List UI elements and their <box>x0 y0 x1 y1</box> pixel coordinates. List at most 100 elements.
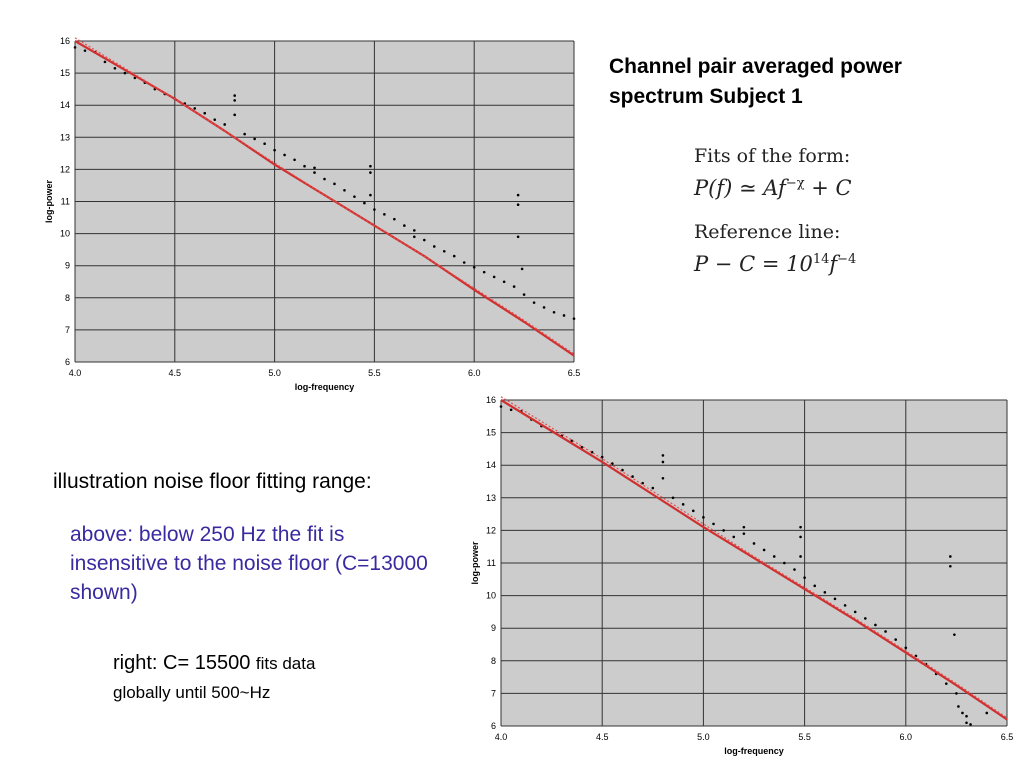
data-point <box>661 460 665 464</box>
y-tick-label: 15 <box>60 68 70 78</box>
y-tick-label: 7 <box>491 688 496 698</box>
data-point <box>233 99 236 102</box>
right-note: right: C= 15500 fits data globally until… <box>113 649 413 707</box>
x-tick-label: 4.0 <box>69 368 82 378</box>
y-tick-label: 9 <box>491 623 496 633</box>
reference-line <box>74 37 575 355</box>
data-point <box>499 405 503 408</box>
data-point <box>532 301 536 304</box>
y-tick-label: 13 <box>60 132 70 142</box>
data-point <box>323 177 326 181</box>
data-point <box>403 224 406 227</box>
data-point <box>223 123 226 126</box>
data-point <box>273 148 276 152</box>
data-point <box>383 213 386 216</box>
data-point <box>772 555 776 558</box>
x-tick-label: 6.0 <box>468 368 481 378</box>
data-point <box>712 522 715 526</box>
data-point <box>702 516 705 519</box>
data-point <box>572 317 576 320</box>
chart-svg: 4.0 4.5 5.0 5.5 6.0 6.5 6 7 8 9 10 11 12 13 14 15 16 log-… <box>44 36 581 392</box>
fits-equation: P(f) ≃ Af−χ + C <box>694 169 994 203</box>
x-tick-label: 4.5 <box>169 368 182 378</box>
x-tick-label: 4.5 <box>596 732 609 742</box>
y-tick-label: 8 <box>65 293 70 303</box>
data-point <box>552 310 556 314</box>
above-note: above: below 250 Hz the fit is insensiti… <box>70 523 428 604</box>
data-point <box>213 118 217 121</box>
y-tick-label: 7 <box>65 325 70 335</box>
y-tick-label: 15 <box>486 428 496 438</box>
data-point <box>442 249 446 253</box>
reference-equation: P − C = 1014f−4 <box>694 245 994 279</box>
data-point <box>542 306 546 309</box>
data-point <box>343 188 346 192</box>
x-tick-label: 4.0 <box>495 732 508 742</box>
data-point <box>369 193 372 197</box>
x-tick-label: 5.5 <box>368 368 381 378</box>
data-point <box>193 107 197 110</box>
y-tick-label: 9 <box>65 261 70 271</box>
data-point <box>203 111 207 115</box>
data-point <box>969 723 972 726</box>
data-point <box>520 267 524 271</box>
data-point <box>413 229 416 232</box>
data-point <box>293 158 296 162</box>
y-tick-label: 12 <box>60 164 70 174</box>
data-point <box>813 584 817 588</box>
data-point <box>113 66 117 70</box>
y-tick-label: 10 <box>60 229 70 239</box>
data-point <box>661 454 665 457</box>
data-point <box>522 293 526 296</box>
data-point <box>516 203 520 207</box>
data-point <box>661 476 665 480</box>
data-point <box>369 171 372 174</box>
data-point <box>509 408 513 412</box>
data-point <box>313 171 316 174</box>
y-tick-label: 10 <box>486 591 496 601</box>
y-tick-label: 12 <box>486 525 496 535</box>
data-point <box>303 164 306 168</box>
fits-eq-main: P(f) ≃ Af <box>694 176 786 200</box>
right-note-line2: globally until 500~Hz <box>113 683 271 702</box>
fit-line <box>500 399 1008 721</box>
y-tick-label: 14 <box>60 100 70 110</box>
data-point <box>369 164 372 168</box>
data-point <box>482 270 486 274</box>
data-point <box>243 132 246 136</box>
data-point <box>742 525 746 529</box>
data-point <box>103 60 107 64</box>
data-point <box>799 555 802 558</box>
data-point <box>73 46 77 49</box>
data-point <box>742 532 746 535</box>
data-point <box>423 238 426 242</box>
data-point <box>803 576 806 579</box>
right-note-suffix: fits data <box>255 654 316 673</box>
data-point <box>363 201 366 205</box>
x-tick-label: 6.5 <box>568 368 581 378</box>
data-point <box>762 548 766 552</box>
fits-eq-tail: + C <box>804 176 852 200</box>
x-axis-label: log-frequency <box>295 382 355 392</box>
data-point <box>853 610 857 614</box>
data-point <box>452 254 456 258</box>
data-point <box>373 208 376 211</box>
x-axis-label: log-frequency <box>724 746 784 756</box>
data-point <box>953 633 956 637</box>
data-point <box>955 692 958 695</box>
data-point <box>263 142 266 146</box>
data-point <box>313 166 316 170</box>
data-point <box>894 638 897 641</box>
y-tick-label: 6 <box>491 721 496 731</box>
data-point <box>333 182 336 186</box>
y-tick-label: 11 <box>487 558 496 568</box>
y-axis-label: log-power <box>470 541 480 584</box>
data-point <box>874 623 877 627</box>
ref-eq-mid: f <box>829 252 838 276</box>
y-tick-label: 8 <box>491 656 496 666</box>
data-point <box>123 71 127 75</box>
y-tick-label: 6 <box>65 357 70 367</box>
data-point <box>783 561 786 565</box>
data-point <box>562 314 566 317</box>
data-point <box>965 714 968 718</box>
